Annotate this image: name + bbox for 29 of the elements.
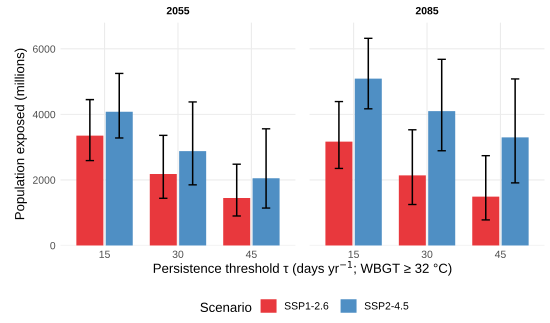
bar bbox=[502, 137, 529, 246]
x-tick-label: 45 bbox=[494, 250, 506, 258]
bar bbox=[252, 178, 280, 246]
bar bbox=[223, 198, 250, 246]
y-tick-label: 0 bbox=[50, 242, 56, 250]
x-axis-title: Persistence threshold τ (days yr$^{−1}$; WBGT ≥ 32 °C) bbox=[154, 261, 452, 276]
legend-label: SSP1-2.6 bbox=[284, 302, 328, 310]
bar bbox=[354, 78, 382, 246]
bar bbox=[76, 136, 104, 246]
x-tick-label: 30 bbox=[422, 250, 432, 258]
bar bbox=[150, 174, 177, 246]
y-axis-title: Population exposed (millions) bbox=[14, 48, 27, 220]
bar bbox=[325, 142, 352, 246]
legend-title: Scenario bbox=[200, 302, 252, 312]
legend-label: SSP2-4.5 bbox=[364, 302, 408, 310]
y-tick-label: 2000 bbox=[32, 176, 56, 184]
bar bbox=[398, 175, 426, 246]
bar bbox=[106, 112, 133, 246]
x-tick-label: 45 bbox=[246, 250, 257, 258]
bar bbox=[472, 196, 500, 246]
x-tick-label: 30 bbox=[172, 250, 184, 258]
y-tick-label: 6000 bbox=[32, 45, 56, 53]
chart-title: 2055 bbox=[166, 7, 190, 14]
x-tick-label: 15 bbox=[100, 250, 110, 258]
chart-title: 2085 bbox=[416, 7, 438, 14]
x-tick-label: 15 bbox=[348, 250, 359, 258]
bar bbox=[179, 151, 206, 246]
y-tick-label: 4000 bbox=[32, 110, 56, 118]
bar bbox=[428, 111, 456, 246]
